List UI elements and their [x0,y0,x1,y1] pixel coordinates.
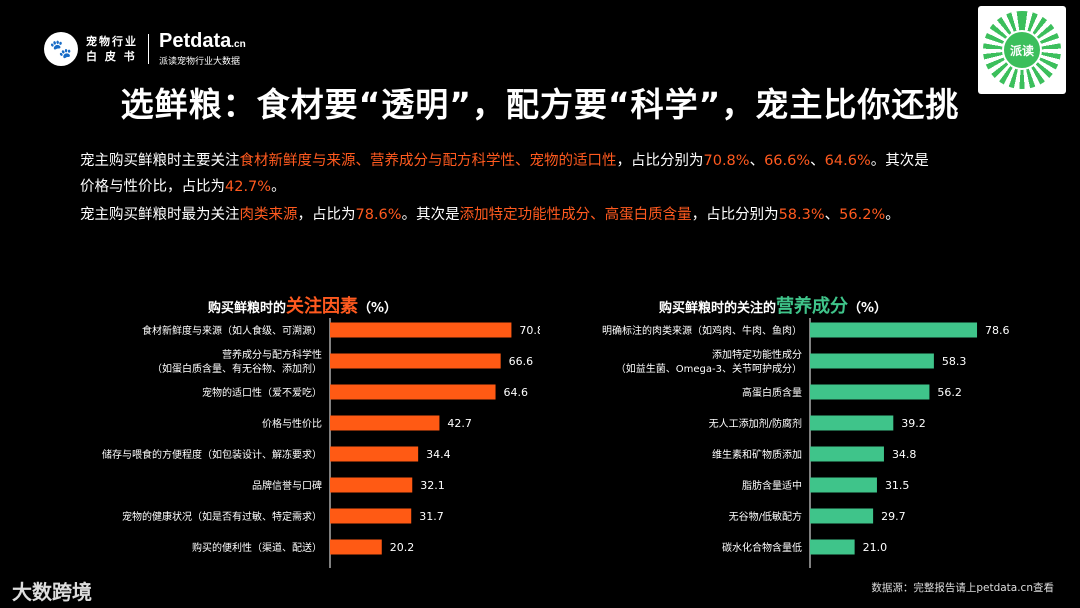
logo-text: 宠物行业 白 皮 书 [86,35,138,63]
data-source: 数据源：完整报告请上petdata.cn查看 [871,582,1054,594]
left-category-label-0: 食材新鲜度与来源（如人食级、可溯源） [142,324,322,337]
left-bar-3 [330,415,440,431]
right-value-label-5: 31.5 [885,479,910,492]
right-category-label-1-line-0: 添加特定功能性成分 [712,348,802,361]
left-value-label-6: 31.7 [419,510,444,523]
brand: Petdata.cn 派读宠物行业大数据 [159,30,246,68]
left-category-label-5: 品牌信誉与口碑 [252,479,322,492]
nutrition-chart: 78.6 明确标注的肉类来源（如鸡肉、牛肉、鱼肉） 58.3 添加特定功能性成分（如益… [602,318,1010,568]
qr-code[interactable]: 派读 [978,6,1066,94]
concern-factors-chart: 70.8 食材新鲜度与来源（如人食级、可溯源） 66.6 营养成分与配方科学性（如蛋白… [102,318,540,568]
right-bar-0 [810,322,978,338]
left-bar-1 [330,353,501,369]
page-title: 选鲜粮：食材要“透明”，配方要“科学”，宠主比你还挑 [120,85,960,124]
right-value-label-1: 58.3 [942,355,967,368]
right-category-label-6: 无谷物/低敏配方 [729,510,802,523]
right-value-label-6: 29.7 [881,510,906,523]
left-category-label-1-line-0: 营养成分与配方科学性 [222,348,322,361]
left-bar-6 [330,508,412,524]
right-value-label-0: 78.6 [985,324,1010,337]
right-bar-2 [810,384,930,400]
qr-pattern: 派读 [983,11,1061,89]
brand-subtitle: 派读宠物行业大数据 [159,57,241,67]
left-bar-4 [330,446,419,462]
right-category-label-0: 明确标注的肉类来源（如鸡肉、牛肉、鱼肉） [602,324,802,337]
left-value-label-2: 64.6 [504,386,528,399]
brand-name: Petdata.cn [159,30,246,52]
right-value-label-4: 34.8 [892,448,917,461]
right-bar-1 [810,353,934,369]
logo-divider [148,34,149,64]
left-bar-2 [330,384,496,400]
left-category-label-2: 宠物的适口性（爱不爱吃） [202,386,322,399]
left-bar-7 [330,539,382,555]
chart-left-title: 购买鲜粮时的关注因素（%） [208,296,398,317]
left-bar-5 [330,477,413,493]
left-value-label-0: 70.8 [519,324,540,337]
summary-paragraph-2: 宠主购买鲜粮时最为关注肉类来源，占比为78.6%。其次是添加特定功能性成分、高蛋… [80,207,900,223]
pet-logo-icon: 🐾 [44,32,78,66]
qr-badge: 派读 [1002,30,1042,70]
right-category-label-7: 碳水化合物含量低 [722,541,802,554]
right-bar-7 [810,539,855,555]
left-category-label-7: 购买的便利性（渠道、配送） [192,541,322,554]
right-bar-5 [810,477,877,493]
right-category-label-2: 高蛋白质含量 [742,386,802,399]
right-value-label-2: 56.2 [937,386,962,399]
left-value-label-1: 66.6 [509,355,533,368]
left-category-label-3: 价格与性价比 [262,417,322,430]
left-category-label-4: 储存与喂食的方便程度（如包装设计、解冻要求） [102,448,322,461]
right-category-label-4: 维生素和矿物质添加 [712,448,802,461]
header-logo: 🐾 宠物行业 白 皮 书 Petdata.cn 派读宠物行业大数据 [44,30,246,68]
left-category-label-6: 宠物的健康状况（如是否有过敏、特定需求） [122,510,322,523]
right-value-label-7: 21.0 [863,541,888,554]
left-value-label-4: 34.4 [426,448,451,461]
left-bar-0 [330,322,512,338]
right-value-label-3: 39.2 [901,417,926,430]
right-bar-6 [810,508,874,524]
left-value-label-3: 42.7 [447,417,472,430]
right-bar-4 [810,446,884,462]
right-category-label-5: 脂肪含量适中 [742,479,802,492]
right-category-label-3: 无人工添加剂/防腐剂 [709,417,802,430]
left-value-label-5: 32.1 [420,479,445,492]
footer-logo: 大数跨境 [12,580,92,604]
left-value-label-7: 20.2 [390,541,415,554]
right-category-label-1-line-1: （如益生菌、Omega-3、关节呵护成分） [616,362,802,375]
left-category-label-1-line-1: （如蛋白质含量、有无谷物、添加剂） [152,362,322,375]
chart-right-title: 购买鲜粮时的关注的营养成分（%） [659,296,888,317]
right-bar-3 [810,415,894,431]
summary-paragraph-1: 宠主购买鲜粮时主要关注食材新鲜度与来源、营养成分与配方科学性、宠物的适口性，占比… [80,153,929,195]
